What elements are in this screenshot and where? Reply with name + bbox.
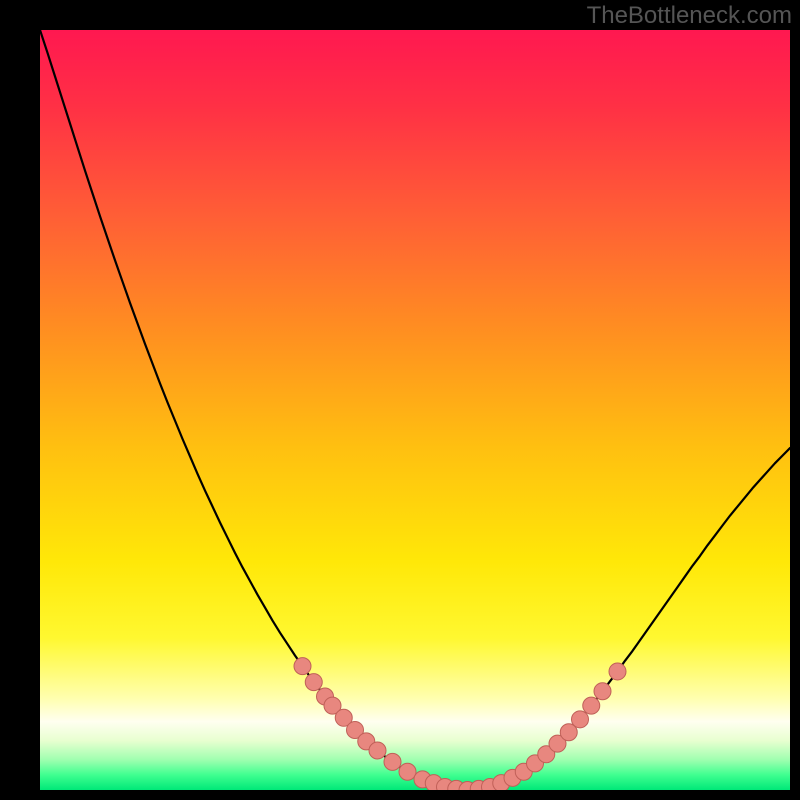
watermark-label: TheBottleneck.com	[587, 2, 792, 30]
data-point	[572, 711, 589, 728]
chart-container: TheBottleneck.com	[0, 0, 800, 800]
data-point	[294, 658, 311, 675]
data-point	[399, 763, 416, 780]
bottleneck-curve-chart	[40, 30, 790, 790]
data-point	[609, 663, 626, 680]
gradient-background	[40, 30, 790, 790]
data-point	[369, 742, 386, 759]
data-point	[305, 674, 322, 691]
data-point	[594, 683, 611, 700]
data-point	[384, 753, 401, 770]
data-point	[583, 697, 600, 714]
